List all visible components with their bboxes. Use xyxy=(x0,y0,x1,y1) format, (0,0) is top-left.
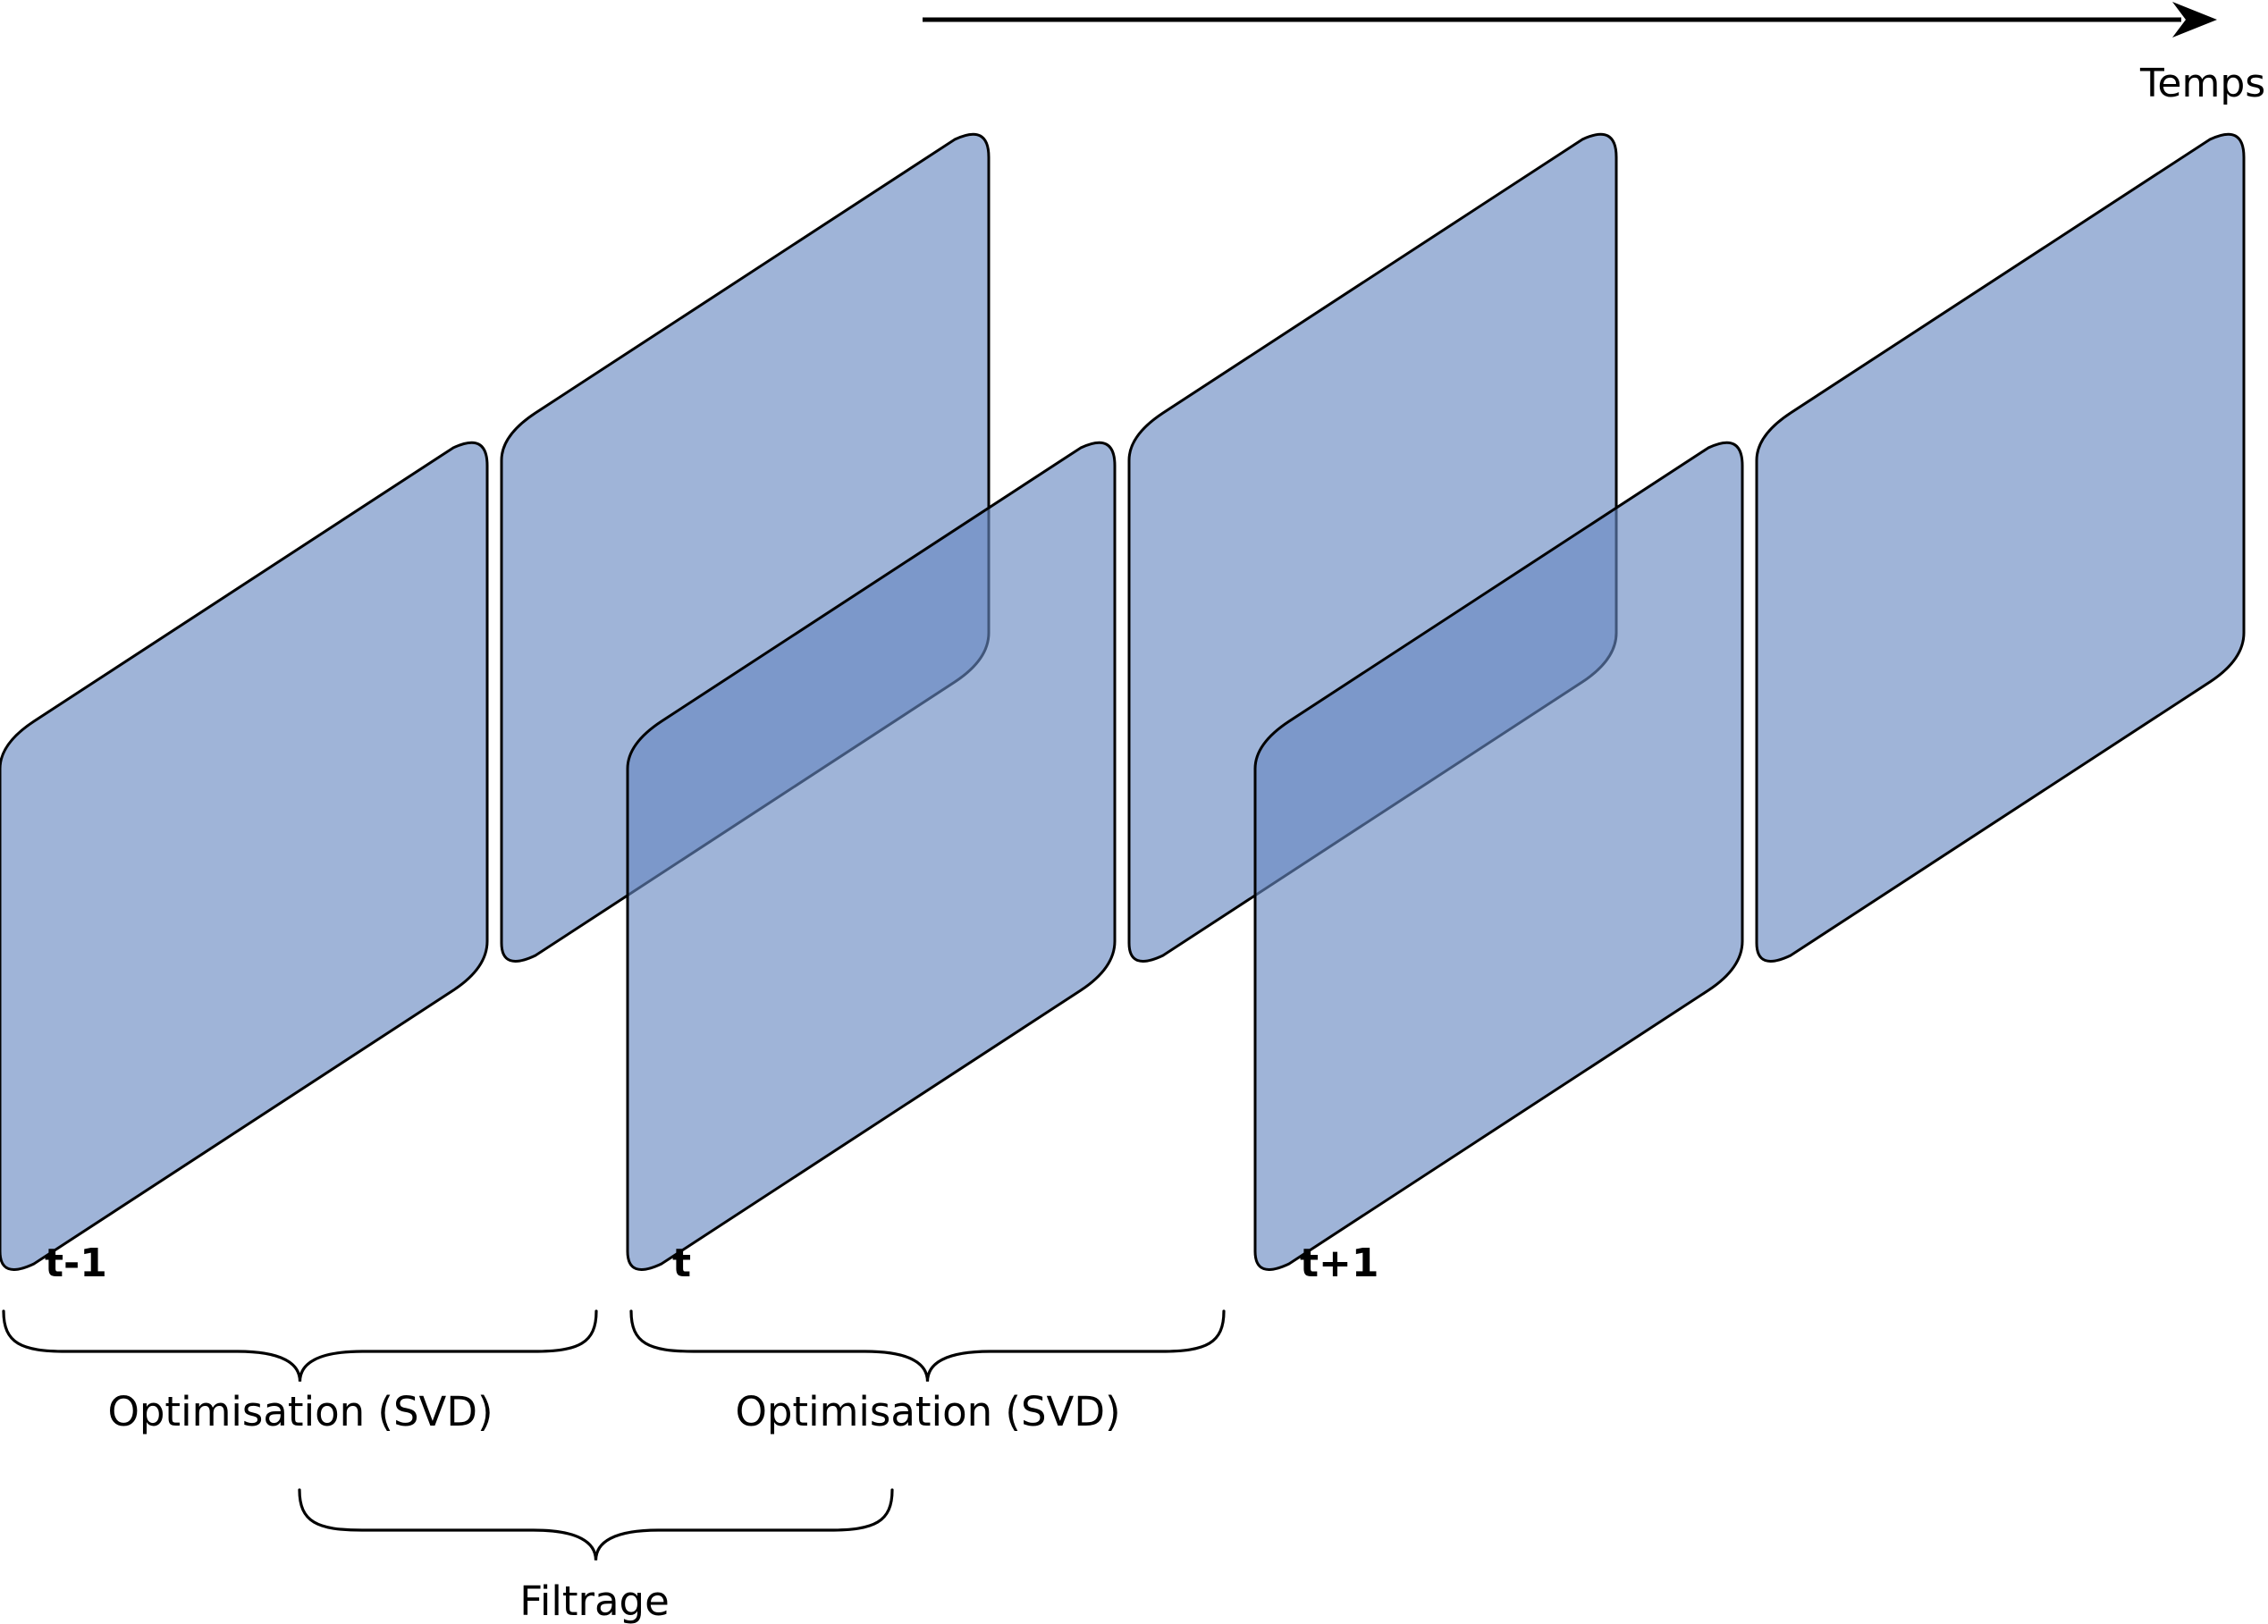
frame-plane-back-t+1 xyxy=(1755,132,2246,963)
frame-plane-front-t-1 xyxy=(0,441,489,1271)
braces xyxy=(2,1309,1226,1561)
frame-plane-back-t xyxy=(1127,132,1618,963)
frame-plane-front-t+1 xyxy=(1253,441,1744,1271)
brace-filtrage xyxy=(298,1488,894,1561)
frame-label-t+1: t+1 xyxy=(1300,1241,1379,1286)
frame-label-t: t xyxy=(672,1241,691,1286)
frame-labels: t-1 t t+1 xyxy=(45,1241,1379,1286)
frame-label-t-1: t-1 xyxy=(45,1241,107,1286)
time-axis: Temps xyxy=(923,2,2265,106)
frame-planes xyxy=(0,132,2246,1271)
brace-label-optimisation-1: Optimisation (SVD) xyxy=(107,1388,493,1435)
brace-label-filtrage: Filtrage xyxy=(519,1578,670,1624)
time-axis-label: Temps xyxy=(2139,61,2265,106)
brace-label-optimisation-2: Optimisation (SVD) xyxy=(735,1388,1120,1435)
frame-plane-front-t xyxy=(626,441,1117,1271)
brace-optimisation-1 xyxy=(2,1309,598,1382)
brace-optimisation-2 xyxy=(629,1309,1226,1382)
brace-labels: Optimisation (SVD) Optimisation (SVD) Fi… xyxy=(107,1388,1120,1624)
frame-plane-back-t-1 xyxy=(500,132,991,963)
